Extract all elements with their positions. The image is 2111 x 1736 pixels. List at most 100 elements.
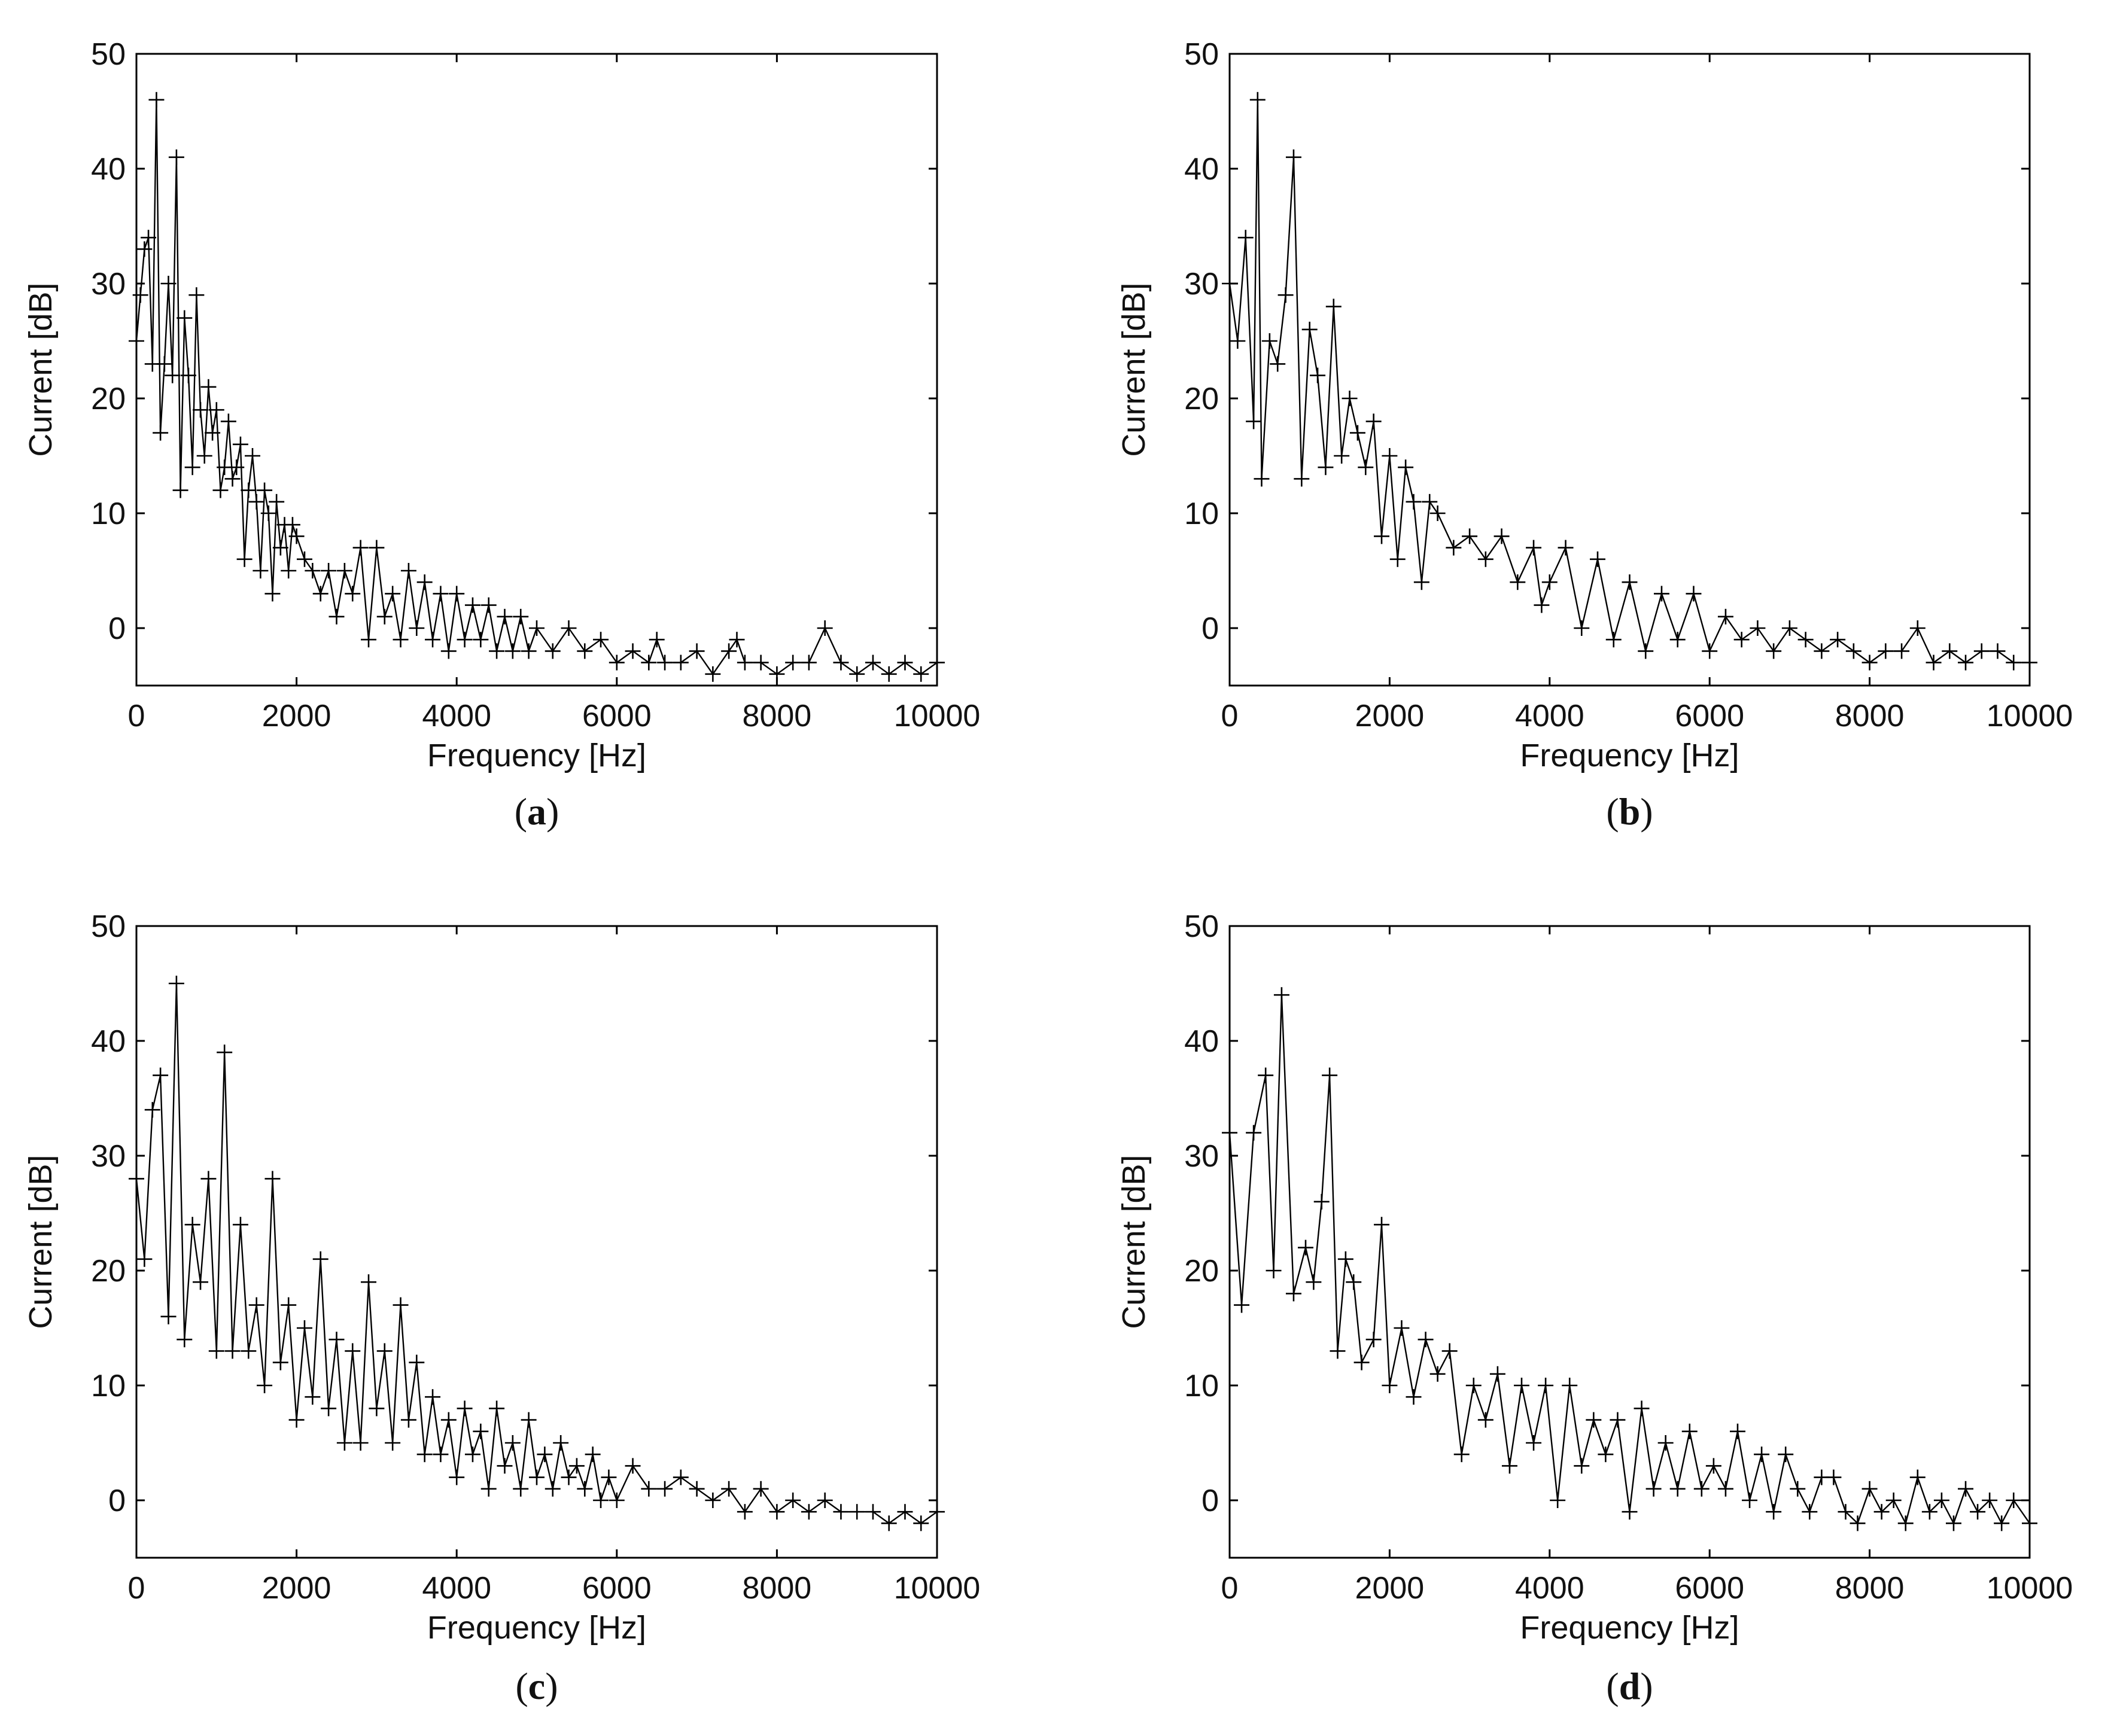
data-point-marker [473,1423,489,1439]
data-point-marker [241,1343,257,1359]
data-point-marker [1394,1320,1410,1336]
data-point-marker [849,666,865,682]
data-point-marker [352,1435,369,1451]
data-point-marker [1429,1366,1446,1382]
data-point-marker [1669,1481,1686,1497]
y-tick-label: 20 [91,382,126,416]
caption-letter: b [1619,790,1641,833]
data-point-marker [1897,1515,1914,1531]
data-point-marker [865,1504,881,1520]
data-point-marker [705,666,721,682]
data-point-marker [1861,654,1878,671]
data-point-marker [1645,1481,1662,1497]
y-tick-label: 30 [1184,1139,1219,1174]
data-point-marker [1686,586,1702,602]
data-point-marker [561,620,577,636]
data-point-marker [1982,1493,1998,1508]
x-tick-label: 8000 [743,699,812,733]
chart-panel-d: 0 2000 4000 6000 8000 10000 0 10 20 30 40 50 Frequen… [1116,909,2073,1707]
data-point-marker [168,149,184,165]
data-point-marker [817,1493,833,1508]
data-point-marker [1586,1412,1602,1428]
data-point-marker [801,654,817,671]
data-point-marker [1254,471,1270,487]
y-tick-label: 0 [108,611,126,646]
data-point-marker [345,1343,361,1359]
data-point-marker [148,92,165,108]
data-point-marker [1790,1481,1806,1497]
data-point-marker [305,563,321,578]
data-point-marker [1766,1504,1782,1520]
data-point-marker [1310,367,1326,383]
panel-caption: (c) [515,1665,558,1707]
data-point-marker [1501,1458,1517,1474]
plot-frame [1228,53,2031,687]
x-axis-label: Frequency [Hz] [1520,1610,1739,1646]
x-tick-label: 8000 [1835,699,1905,733]
data-point-marker [881,666,897,682]
chart-panel-b: 0 2000 4000 6000 8000 10000 0 10 20 30 40 50 Frequen… [1116,37,2073,833]
data-point-marker [321,1400,337,1417]
caption-close-paren: ) [1640,790,1653,833]
data-point-marker [160,276,177,291]
data-point-marker [585,1446,601,1463]
data-point-marker [593,632,609,648]
data-point-marker [1353,1354,1370,1370]
data-point-marker [464,597,480,613]
data-point-marker [673,1469,689,1485]
data-point-marker [457,1400,473,1417]
data-point-marker [1489,1366,1505,1382]
data-point-marker [1562,1378,1578,1393]
data-point-marker [1313,1193,1330,1210]
data-point-marker [833,1504,849,1520]
panel-caption: (d) [1606,1665,1653,1707]
data-point-marker [689,1481,705,1497]
x-tick-label: 6000 [1675,699,1744,733]
data-point-marker [641,654,657,671]
data-point-marker [200,379,217,395]
data-point-marker [248,494,264,510]
x-tick-label: 10000 [894,1571,981,1606]
data-point-marker [208,1343,224,1359]
data-point-marker [409,1354,425,1370]
data-point-marker [1429,505,1446,521]
data-point-marker [1550,1493,1566,1508]
data-point-marker [1493,528,1510,544]
data-point-marker [2006,1493,2022,1508]
data-point-marker [1318,459,1334,476]
data-point-marker [1605,632,1622,648]
x-tick-label: 2000 [262,699,331,733]
data-point-marker [1778,1446,1794,1463]
data-point-marker [1990,643,2006,659]
data-point-marker [1945,1515,1961,1531]
data-point-marker [833,654,849,671]
data-point-marker [801,1504,817,1520]
data-point-marker [577,643,593,659]
data-point-marker [156,356,172,372]
y-tick-label: 10 [91,1369,126,1403]
data-point-marker [416,1446,433,1463]
data-point-marker [673,654,689,671]
series-line [1228,99,2030,663]
series-line [135,982,938,1524]
data-point-marker [897,654,913,671]
data-point-marker [281,1297,297,1313]
data-point-marker [497,608,513,625]
data-point-marker [153,1067,169,1083]
caption-open-paren: ( [515,1665,528,1707]
data-point-marker [136,1251,153,1267]
data-point-marker [168,976,184,991]
data-point-marker [545,1481,561,1497]
data-point-marker [1729,1423,1745,1439]
x-tick-label: 8000 [1835,1571,1905,1606]
y-tick-label: 20 [1184,382,1219,416]
data-point-marker [1222,1125,1237,1141]
data-point-marker [1413,574,1429,590]
data-point-marker [188,287,205,303]
data-point-marker [1781,620,1797,636]
data-point-marker [1237,230,1254,246]
data-point-marker [1266,1263,1282,1278]
data-point-marker [1365,413,1382,430]
data-point-marker [425,632,441,648]
